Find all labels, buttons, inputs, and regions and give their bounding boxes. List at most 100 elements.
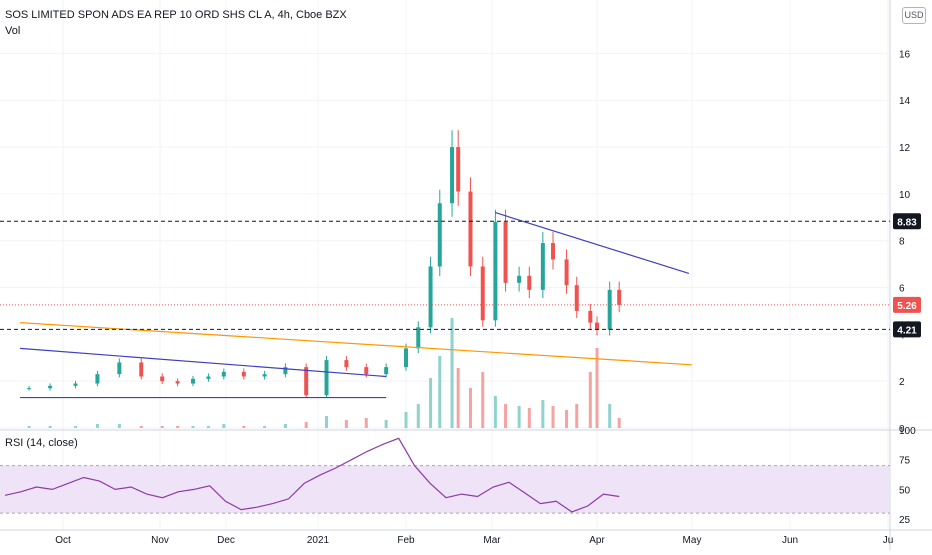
volume-bar	[504, 404, 508, 428]
price-level-label: 4.21	[897, 325, 917, 336]
last-price-label: 5.26	[897, 301, 917, 312]
candle-body	[221, 371, 226, 377]
volume-bar	[160, 426, 164, 428]
candle-body	[503, 221, 508, 283]
volume-bar	[456, 368, 460, 428]
volume-bar	[222, 424, 226, 428]
rsi-tick-label: 75	[899, 456, 911, 467]
candle-body	[456, 147, 461, 192]
candle-body	[595, 322, 599, 330]
candle-body	[304, 367, 309, 396]
candle-body	[517, 275, 522, 283]
candle-body	[191, 378, 195, 384]
candle-body	[428, 266, 433, 328]
candle-body	[588, 310, 593, 323]
volume-bar	[575, 404, 579, 428]
candle-body	[344, 360, 349, 368]
volume-bar	[617, 418, 621, 428]
volume-bar	[74, 426, 78, 428]
volume-bar	[551, 406, 555, 428]
candle-body	[480, 266, 485, 321]
candle-body	[450, 147, 455, 204]
rsi-tick-label: 50	[899, 485, 911, 496]
candle-body	[468, 191, 473, 267]
volume-bar	[344, 420, 348, 428]
price-tick-label: 16	[899, 49, 911, 60]
candle-body	[48, 385, 53, 389]
volume-bar	[416, 404, 420, 428]
volume-bar	[429, 378, 433, 428]
volume-bar	[541, 400, 545, 428]
candle-body	[540, 243, 545, 290]
price-tick-label: 10	[899, 190, 911, 201]
time-tick-label: May	[683, 535, 702, 546]
candle-body	[437, 203, 442, 267]
price-tick-label: 8	[899, 237, 905, 248]
volume-bar	[176, 426, 180, 428]
time-tick-label: Jun	[782, 535, 798, 546]
volume-bar	[95, 424, 99, 428]
candle-body	[206, 376, 211, 379]
volume-bar	[263, 426, 267, 428]
price-tick-label: 14	[899, 96, 911, 107]
volume-bar	[117, 424, 121, 428]
rsi-label: RSI (14, close)	[5, 437, 78, 449]
volume-bar	[481, 372, 485, 428]
candle-body	[27, 388, 32, 390]
volume-bar	[27, 426, 31, 428]
candle-body	[617, 289, 622, 305]
price-tick-label: 6	[899, 284, 905, 295]
volume-bar	[565, 410, 569, 428]
candle-body	[574, 285, 579, 311]
volume-bar	[139, 426, 143, 428]
currency-badge[interactable]: USD	[902, 7, 926, 24]
candle-body	[283, 367, 288, 375]
rsi-tick-label: 100	[899, 426, 916, 437]
candle-body	[527, 275, 532, 290]
candle-body	[117, 362, 122, 375]
last-price-badge	[893, 296, 921, 313]
volume-bar	[283, 424, 287, 428]
volume-bar	[493, 396, 497, 428]
time-tick-label: 2021	[307, 535, 330, 546]
candle-body	[564, 259, 569, 286]
volume-bar	[588, 372, 592, 428]
candle-body	[416, 327, 421, 349]
time-tick-label: Nov	[151, 535, 169, 546]
candle-body	[175, 381, 180, 384]
price-level-label: 8.83	[897, 217, 917, 228]
time-tick-label: Apr	[589, 535, 605, 546]
rsi-tick-label: 25	[899, 515, 911, 526]
candle-body	[95, 374, 100, 384]
candle-body	[404, 348, 408, 368]
trendline	[20, 322, 693, 366]
chart-title: SOS LIMITED SPON ADS EA REP 10 ORD SHS C…	[5, 9, 347, 21]
volume-bar	[384, 420, 388, 428]
rsi-band	[0, 465, 890, 514]
candle-body	[607, 289, 612, 330]
time-tick-label: Mar	[483, 535, 501, 546]
price-tick-label: 0	[899, 424, 905, 435]
candle-body	[364, 367, 369, 375]
price-tick-label: 12	[899, 143, 911, 154]
trendline	[20, 347, 387, 378]
volume-bar	[468, 388, 472, 428]
volume-bar	[438, 356, 442, 428]
candle-body	[324, 360, 329, 396]
volume-bar	[48, 426, 52, 428]
volume-bar	[364, 418, 368, 428]
volume-label: Vol	[5, 25, 21, 37]
rsi-line	[4, 437, 620, 513]
volume-bar	[527, 408, 531, 428]
volume-bar	[206, 426, 210, 428]
time-tick-label: Oct	[55, 535, 71, 546]
price-level-badge	[893, 321, 921, 338]
price-level-badge	[893, 213, 921, 230]
time-tick-label: Dec	[217, 535, 235, 546]
price-tick-label: 2	[899, 377, 905, 388]
volume-bar	[191, 426, 195, 428]
volume-bar	[304, 422, 308, 428]
candle-body	[262, 374, 267, 377]
